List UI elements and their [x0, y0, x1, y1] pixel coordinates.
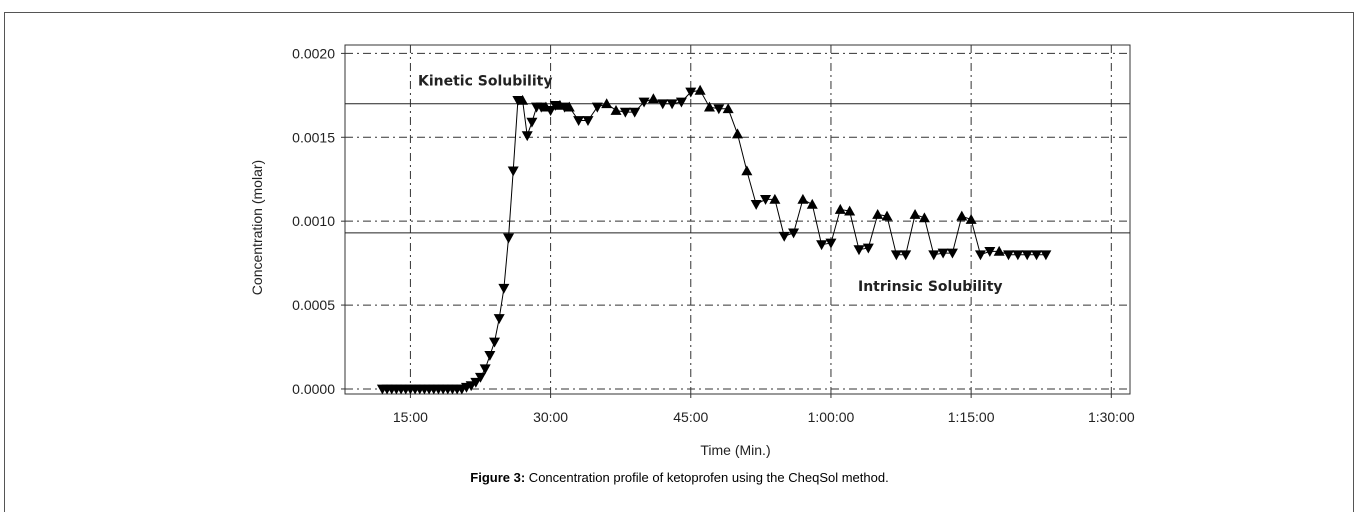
data-point	[489, 337, 501, 348]
chart: Kinetic Solubility Intrinsic Solubility 0…	[249, 44, 1135, 458]
y-tick-label: 0.0010	[292, 213, 335, 229]
data-point	[1031, 250, 1043, 261]
data-point	[1040, 250, 1052, 261]
data-point	[937, 248, 949, 259]
data-point	[909, 208, 921, 219]
data-point	[694, 84, 706, 95]
data-point	[825, 238, 837, 249]
x-axis-label: Time (Min.)	[700, 442, 770, 458]
data-point	[629, 107, 641, 118]
data-point	[638, 97, 650, 108]
data-point	[521, 131, 533, 142]
data-point	[974, 250, 986, 261]
caption-label: Figure 3:	[470, 470, 526, 485]
x-tick-label: 1:15:00	[948, 409, 995, 425]
data-point	[844, 205, 856, 216]
data-point	[778, 231, 790, 242]
data-point	[769, 193, 781, 204]
y-tick-label: 0.0015	[292, 129, 335, 145]
series-group	[376, 84, 1052, 395]
data-point	[647, 93, 659, 104]
series-line	[382, 89, 1046, 390]
data-point	[946, 248, 958, 259]
data-point	[890, 250, 902, 261]
plot-area	[344, 44, 1131, 395]
x-tick-label: 1:00:00	[808, 409, 855, 425]
data-point	[741, 165, 753, 176]
figure-caption: Figure 3: Concentration profile of ketop…	[0, 470, 1359, 485]
data-point	[675, 97, 687, 108]
data-point	[965, 214, 977, 224]
data-point	[475, 372, 487, 383]
data-point	[563, 101, 575, 112]
data-point	[526, 117, 538, 128]
data-point	[493, 314, 505, 324]
data-point	[601, 98, 613, 109]
data-point	[816, 240, 828, 251]
data-point	[517, 94, 529, 105]
data-point	[881, 210, 893, 221]
y-tick-label: 0.0005	[292, 297, 335, 313]
data-point	[862, 243, 874, 254]
data-point	[788, 228, 800, 239]
data-point	[498, 283, 510, 294]
data-point	[993, 245, 1005, 256]
data-point	[872, 208, 884, 219]
reference-line-label: Kinetic Solubility	[418, 74, 552, 90]
reference-line-label: Intrinsic Solubility	[858, 279, 1003, 295]
data-point	[610, 104, 622, 115]
x-tick-label: 45:00	[673, 409, 708, 425]
data-point	[806, 198, 818, 209]
data-point	[619, 107, 631, 118]
data-point	[479, 364, 491, 375]
data-point	[666, 99, 678, 110]
data-point	[582, 116, 594, 127]
reference-lines: Kinetic Solubility Intrinsic Solubility	[345, 74, 1130, 295]
data-point	[713, 104, 725, 115]
data-point	[918, 212, 930, 223]
data-point	[750, 199, 762, 210]
data-point	[722, 103, 734, 114]
y-tick-label: 0.0000	[292, 381, 335, 397]
caption-text: Concentration profile of ketoprofen usin…	[525, 470, 889, 485]
grid	[345, 45, 1130, 394]
data-point	[591, 102, 603, 113]
data-point	[760, 194, 772, 205]
data-point	[984, 246, 996, 257]
x-tick-label: 15:00	[393, 409, 428, 425]
data-point	[503, 233, 515, 244]
data-point	[834, 203, 846, 214]
data-point	[900, 250, 912, 261]
data-point	[657, 99, 669, 110]
y-axis-ticks: 0.0000 0.0005 0.0010 0.0015 0.0020	[292, 45, 345, 397]
data-point	[732, 128, 743, 139]
data-point	[573, 116, 585, 127]
data-point	[507, 166, 519, 177]
data-point	[545, 106, 557, 116]
data-point	[484, 351, 496, 361]
y-axis-label: Concentration (molar)	[249, 160, 265, 295]
y-tick-label: 0.0020	[292, 45, 335, 61]
data-point	[797, 193, 809, 204]
x-tick-label: 1:30:00	[1088, 409, 1135, 425]
data-point	[1003, 250, 1015, 261]
data-point	[1012, 250, 1024, 261]
x-tick-label: 30:00	[533, 409, 568, 425]
data-point	[956, 210, 968, 221]
data-point	[470, 377, 482, 388]
data-point	[685, 87, 697, 98]
data-point	[928, 250, 940, 261]
x-axis-ticks: 15:00 30:00 45:00 1:00:00 1:15:00 1:30:00	[393, 394, 1135, 425]
data-point	[703, 101, 715, 112]
data-point	[1021, 250, 1033, 261]
figure-frame	[4, 12, 1354, 512]
data-point	[853, 245, 865, 256]
